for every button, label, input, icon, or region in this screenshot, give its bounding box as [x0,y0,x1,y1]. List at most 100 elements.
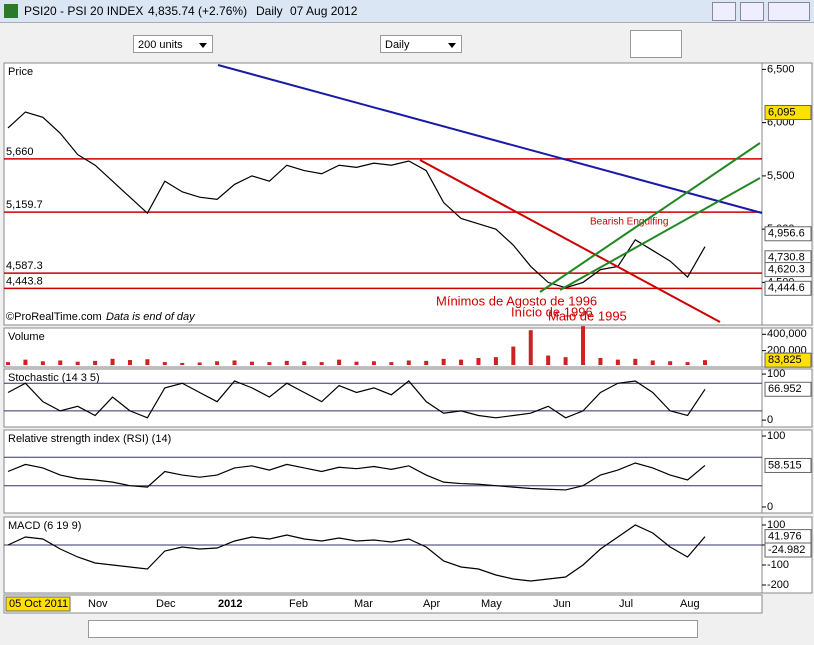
panel [3,429,763,514]
panel [3,62,763,326]
volume-bar [110,358,115,365]
title-bar: PSI20 - PSI 20 INDEX 4,835.74 (+2.76%) D… [0,0,814,23]
annotation: Início de 1996 [511,304,593,319]
value-marker [764,352,812,368]
y-tick-label: -200 [767,579,789,591]
y-tick-label: -100 [767,559,789,571]
x-tick-label: Jun [553,598,571,610]
volume-bar [319,362,324,365]
value-marker-label: 4,620.3 [768,263,805,275]
y-tick-label: 100 [767,368,785,380]
start-date: 05 Oct 2011 [9,598,68,610]
axis-area [761,62,813,326]
zoom-buttons[interactable] [700,618,810,640]
panel-label: Volume [8,331,45,343]
period-select[interactable]: Daily [380,35,462,53]
indicator-button[interactable] [630,30,682,58]
level-label: 5,660 [6,146,34,158]
volume-bar [249,361,254,365]
close-button[interactable] [768,2,810,21]
axis-area [761,327,813,368]
volume-bar [650,360,655,365]
volume-bar [424,360,429,365]
volume-bar [581,326,586,365]
panel-label: Price [8,66,33,78]
y-tick-label: 400,000 [767,328,807,340]
x-tick-label: May [481,598,502,610]
y-tick-label: 0 [767,539,773,551]
value-marker-label: 6,095 [768,106,796,118]
x-axis [3,594,763,614]
y-tick-label: 6,000 [767,117,795,129]
volume-bar [40,361,45,365]
volume-bar [511,346,516,365]
volume-bar [354,361,359,365]
scrollbar[interactable] [88,620,698,638]
annotation: Mínimos de Agosto de 1996 [436,293,597,308]
panel-label: MACD (6 19 9) [8,520,81,532]
volume-bar [563,357,568,365]
x-tick-label: Mar [354,598,373,610]
panel [3,368,763,428]
level-label: 4,443.8 [6,275,43,287]
units-select[interactable]: 200 units [133,35,213,53]
trend-line [559,177,761,291]
volume-bar [302,361,307,365]
y-tick-label: 0 [767,501,773,513]
value-marker [764,381,812,397]
volume-bar [145,359,150,365]
maximize-button[interactable] [740,2,764,21]
volume-bar [668,361,673,365]
quote: 4,835.74 (+2.76%) [148,4,248,18]
volume-bar [267,362,272,365]
value-marker-label: 66.952 [768,383,802,395]
y-tick-label: 200,000 [767,345,807,357]
macd-line [7,524,706,582]
period: Daily [256,4,283,18]
value-marker-label: 83,825 [768,354,802,366]
y-tick-label: 5,500 [767,170,795,182]
volume-bar [459,359,464,365]
x-tick-label: Nov [88,598,108,610]
start-date-box [5,596,71,612]
annotation: Maio de 1995 [548,308,627,323]
panel [3,516,763,594]
value-marker [764,105,812,121]
level-label: 4,587.3 [6,260,43,272]
trend-line [217,64,763,214]
panel-label: Stochastic (14 3 5) [8,372,100,384]
volume-bar [6,362,10,365]
volume-bar [58,360,63,365]
volume-bar [685,362,690,365]
annotation: Bearish Engulfing [590,217,668,228]
axis-area [761,429,813,514]
volume-bar [703,360,707,365]
axis-area [761,368,813,428]
volume-bar [528,330,533,365]
volume-bar [93,360,98,365]
value-marker-label: 4,956.6 [768,228,805,240]
value-marker-label: 4,730.8 [768,252,805,264]
value-marker [764,226,812,242]
axis-area [761,516,813,594]
x-tick-label: Aug [680,598,700,610]
x-tick-label: Dec [156,598,176,610]
volume-bar [180,362,185,365]
x-tick-label: Apr [423,598,440,610]
y-tick-label: 6,500 [767,63,795,75]
stochastic-line [7,380,706,419]
volume-bar [197,362,202,365]
trend-line [419,159,721,323]
data-note: Data is end of day [106,311,196,323]
toolbar-bottom-icons[interactable] [8,620,82,638]
credit: ©ProRealTime.com [6,311,102,323]
value-marker [764,529,812,545]
volume-bar [615,359,620,365]
volume-bar [371,361,376,365]
value-marker [764,250,812,266]
volume-bar [215,361,220,365]
minimize-button[interactable] [712,2,736,21]
value-marker [764,457,812,473]
volume-bar [493,357,498,365]
